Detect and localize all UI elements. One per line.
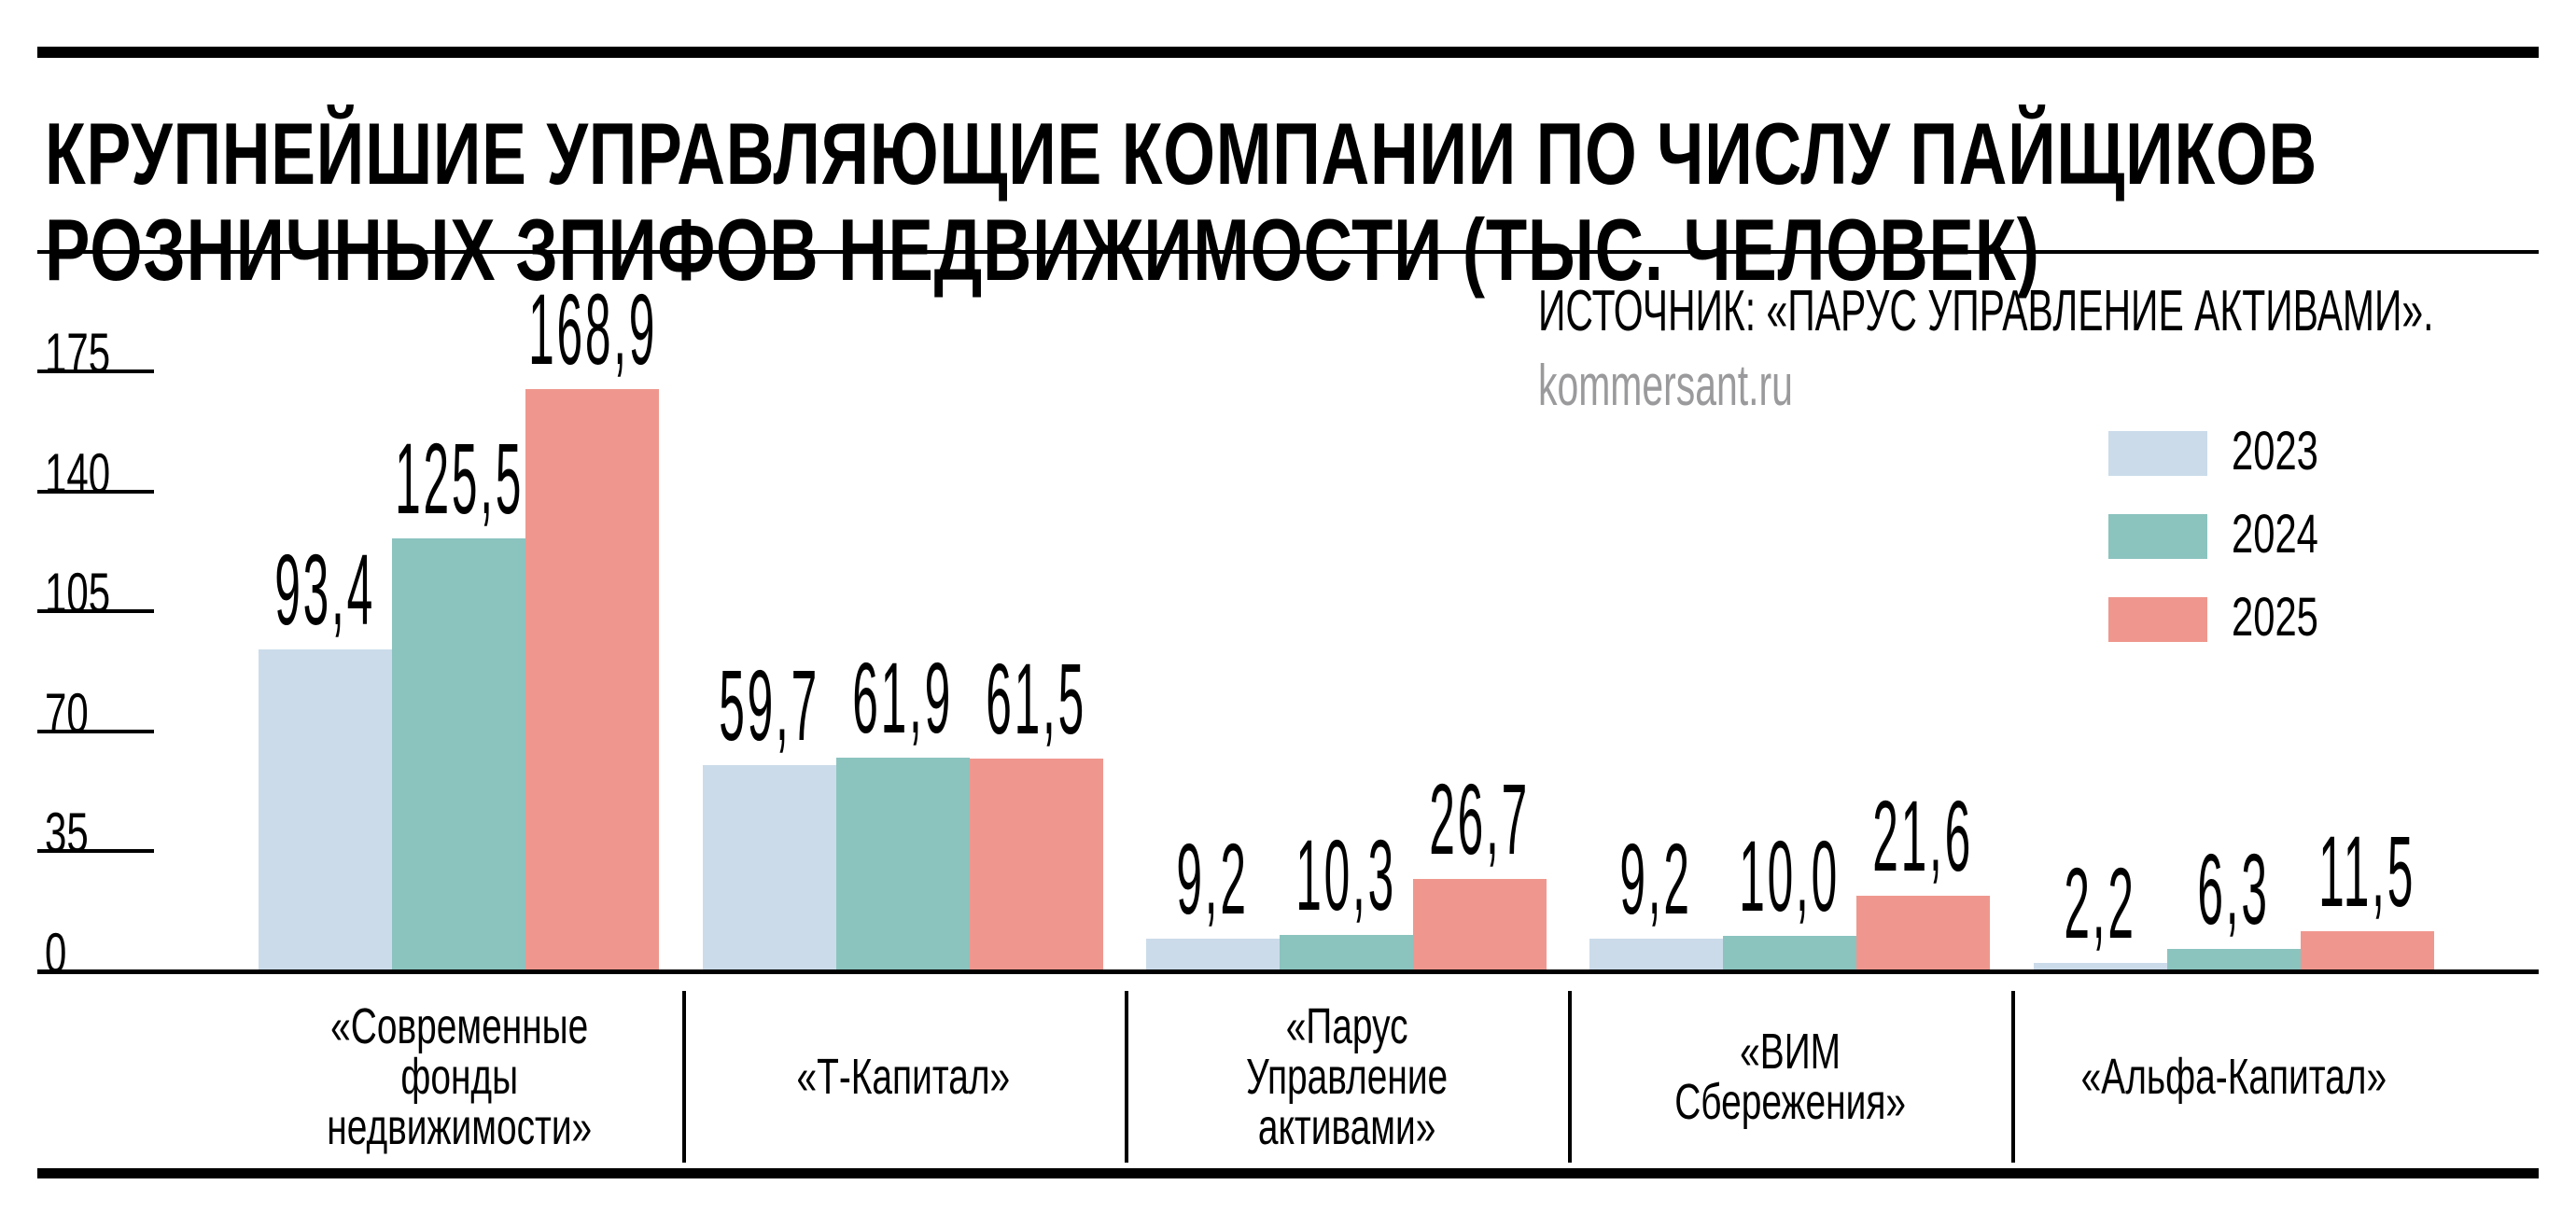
legend-label-2024: 2024 [2232, 504, 2318, 565]
bottom-rule [37, 1168, 2539, 1178]
category-label-line: «ВИМ [1740, 1024, 1841, 1080]
category-label-line: «Современные [329, 998, 589, 1054]
data-label-text: 10,3 [1295, 818, 1397, 931]
category-separator [1125, 991, 1128, 1163]
category-label-alfa-kapital: «Альфа-Капитал» [2014, 991, 2453, 1163]
data-label-text: 93,4 [274, 533, 376, 646]
data-label: 9,2 [1073, 829, 1353, 929]
y-tick-line [37, 849, 154, 853]
y-tick-label: 175 [45, 322, 111, 384]
category-label-t-kapital: «Т-Капитал» [684, 991, 1123, 1163]
data-label-text: 11,5 [2318, 815, 2416, 927]
bar-2025 [1413, 879, 1547, 970]
data-label-text: 26,7 [1429, 762, 1531, 875]
y-tick-line [37, 609, 154, 613]
data-label-text: 21,6 [1872, 779, 1974, 892]
bar-2025 [2301, 931, 2434, 970]
bar-2024 [392, 538, 525, 970]
data-label: 11,5 [2228, 821, 2508, 922]
data-label: 59,7 [630, 655, 910, 756]
y-tick-label: 70 [45, 682, 89, 745]
y-tick-label: 0 [45, 922, 67, 984]
category-label-line: «Парус [1285, 998, 1408, 1054]
site-credit: kommersant.ru [1538, 354, 1793, 418]
data-label: 61,5 [897, 648, 1177, 749]
bar-2024 [1280, 935, 1413, 970]
legend-label-2023: 2023 [2232, 421, 2318, 481]
data-label: 9,2 [1517, 829, 1797, 929]
bar-2023 [703, 765, 836, 970]
data-label-text: 61,9 [852, 641, 954, 754]
data-label: 10,3 [1207, 825, 1487, 926]
chart-title-line-1: КРУПНЕЙШИЕ УПРАВЛЯЮЩИЕ КОМПАНИИ ПО ЧИСЛУ… [45, 105, 2317, 202]
category-label-line: фонды [400, 1049, 518, 1105]
y-tick-label: 105 [45, 562, 111, 624]
bar-2025 [1856, 896, 1990, 970]
data-label-text: 61,5 [986, 642, 1087, 755]
category-separator [682, 991, 686, 1163]
bar-2024 [1723, 936, 1856, 970]
bar-2023 [2034, 963, 2167, 970]
category-label-sovremennye-fondy: «Современные фонды недвижимости» [240, 991, 679, 1163]
category-label-vim: «ВИМ Сбережения» [1571, 991, 2009, 1163]
data-label: 125,5 [319, 428, 599, 529]
data-label: 6,3 [2094, 839, 2374, 940]
header-divider [37, 250, 2539, 254]
legend-swatch-2023 [2108, 431, 2207, 476]
data-label: 21,6 [1784, 786, 2064, 886]
legend-swatch-2025 [2108, 597, 2207, 642]
category-label-line: недвижимости» [327, 1099, 592, 1155]
category-label-line: «Альфа-Капитал» [2080, 1049, 2387, 1105]
category-label-line: Сбережения» [1674, 1074, 1906, 1130]
data-label: 10,0 [1650, 826, 1930, 927]
y-tick-line [37, 369, 154, 373]
y-tick-label: 35 [45, 802, 89, 864]
x-axis-baseline [37, 969, 2539, 974]
data-label-text: 9,2 [1619, 822, 1693, 935]
data-label: 26,7 [1340, 769, 1620, 870]
data-label-text: 168,9 [527, 272, 657, 385]
category-label-line: активами» [1257, 1099, 1436, 1155]
bar-2023 [1146, 939, 1280, 970]
data-label: 93,4 [186, 539, 466, 640]
y-tick-label: 140 [45, 442, 111, 505]
y-tick-line [37, 730, 154, 733]
y-tick-line [37, 490, 154, 494]
bar-2025 [970, 759, 1103, 970]
category-separator [2011, 991, 2015, 1163]
data-label-text: 125,5 [394, 422, 524, 535]
bar-2024 [836, 758, 970, 970]
bar-2024 [2167, 949, 2301, 970]
data-label-text: 59,7 [719, 648, 820, 761]
category-label-parus: «Парус Управление активами» [1127, 991, 1566, 1163]
data-label-text: 10,0 [1739, 819, 1841, 932]
legend-label-2025: 2025 [2232, 587, 2318, 648]
data-label: 2,2 [1961, 853, 2241, 954]
category-label-line: Управление [1245, 1049, 1449, 1105]
bar-2023 [259, 649, 392, 970]
data-label-text: 2,2 [2064, 846, 2137, 959]
category-label-line: «Т-Капитал» [796, 1049, 1011, 1105]
chart-title-line-2: РОЗНИЧНЫХ ЗПИФОВ НЕДВИЖИМОСТИ (ТЫС. ЧЕЛО… [45, 201, 2040, 299]
top-rule [37, 47, 2539, 58]
data-label-text: 6,3 [2197, 832, 2271, 945]
bar-2025 [525, 389, 659, 970]
data-label: 168,9 [453, 279, 733, 380]
legend-swatch-2024 [2108, 514, 2207, 559]
category-separator [1568, 991, 1572, 1163]
source-note: ИСТОЧНИК: «ПАРУС УПРАВЛЕНИЕ АКТИВАМИ». [1538, 279, 2434, 343]
data-label: 61,9 [763, 648, 1043, 748]
data-label-text: 9,2 [1176, 822, 1250, 935]
bar-2023 [1589, 939, 1723, 970]
